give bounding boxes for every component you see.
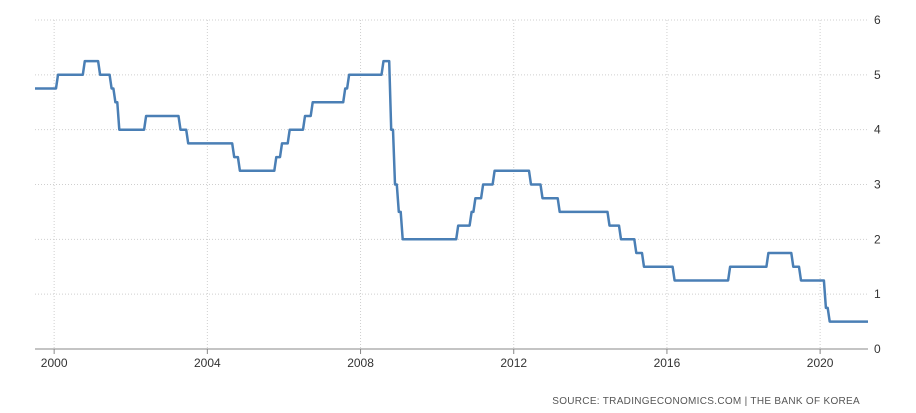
y-tick-label: 3: [874, 178, 881, 192]
x-tick-label: 2004: [194, 356, 221, 370]
y-tick-label: 0: [874, 342, 881, 356]
x-tick-label: 2020: [807, 356, 834, 370]
axes-group: 0 1 2 3 4 5 6 2000 2004 2008 2012 2016 2020: [35, 13, 881, 370]
x-tick-label: 2008: [347, 356, 374, 370]
y-tick-label: 6: [874, 13, 881, 27]
x-tick-label: 2016: [654, 356, 681, 370]
y-tick-label: 5: [874, 68, 881, 82]
y-tick-label: 1: [874, 287, 881, 301]
grid-lines: [35, 19, 868, 349]
y-tick-label: 4: [874, 123, 881, 137]
source-label: SOURCE: TRADINGECONOMICS.COM | THE BANK …: [552, 396, 860, 407]
x-tick-label: 2000: [41, 356, 68, 370]
x-tick-label: 2012: [500, 356, 527, 370]
y-tick-label: 2: [874, 232, 881, 246]
series-line: [35, 59, 868, 323]
series-group: [35, 59, 868, 323]
